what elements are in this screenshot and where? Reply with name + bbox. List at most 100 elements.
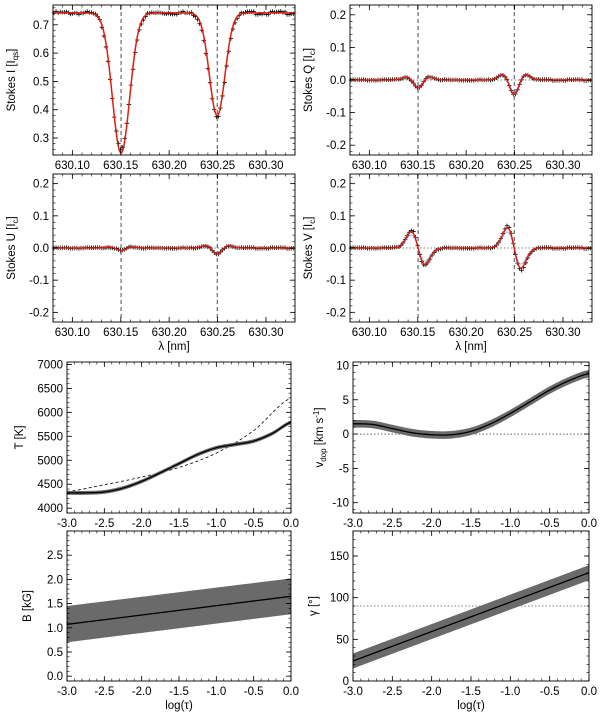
plot-frame [52,4,296,156]
uncertainty-band [67,420,291,495]
x-tick-label: -1.0 [206,518,226,530]
plot-frame [52,173,296,323]
panel-inclination: -3.0 -2.5 -2.0 -1.5 -1.0 -0.5 0.0 0 50 100 150 log(… [308,530,597,712]
x-tick-label: -0.5 [540,686,560,698]
x-axis-label: λ [nm] [158,341,189,353]
x-tick-label: -1.5 [461,518,481,530]
y-tick-label: -0.1 [326,275,346,287]
y-tick-label: 0.5 [33,76,49,88]
fit-line [53,244,295,255]
fit-line [350,73,592,95]
y-tick-label: 0.1 [330,42,346,54]
x-axis-label: log(τ) [165,700,193,712]
x-tick-label: -1.0 [500,518,520,530]
x-tick-label: 630.25 [200,327,235,339]
x-tick-label: -1.5 [461,686,481,698]
y-axis-label: T [K] [14,425,26,449]
y-tick-label: 0.5 [47,647,63,659]
plot-frame [352,361,590,514]
x-tick-label: 630.15 [103,327,138,339]
x-tick-label: 630.20 [152,160,187,172]
x-axis-label: log(τ) [457,700,485,712]
x-tick-label: -2.5 [382,686,402,698]
y-tick-label: 0.0 [330,75,346,87]
fit-line [53,12,295,154]
y-tick-label: 0 [343,429,349,441]
panel-velocity: -3.0 -2.5 -2.0 -1.5 -1.0 -0.5 0.0 -10 -5 0 5 10 vdop… [312,360,597,530]
y-axis-label: Stokes I [Iqs] [6,49,20,112]
x-tick-label: 630.10 [55,160,90,172]
plot-frame [66,361,292,514]
y-tick-label: -10 [332,498,349,510]
panel-stokes_v: 630.10 630.15 630.20 630.25 630.30 -0.2 -0.1 0.… [303,173,593,353]
y-tick-label: 1.5 [47,599,63,611]
y-axis-label: B [kG] [22,590,34,622]
x-tick-label: -2.0 [132,686,152,698]
y-tick-label: -0.2 [326,307,346,319]
x-tick-label: 630.15 [400,327,435,339]
plot-frame [349,4,593,156]
x-tick-label: 630.20 [152,327,187,339]
y-axis-label: Stokes Q [Ic] [303,48,317,112]
y-tick-label: -0.1 [326,108,346,120]
y-tick-label: 0.7 [33,20,49,32]
uncertainty-band [353,369,589,439]
observed-point [70,11,75,16]
y-axis-label: Stokes U [Ic] [6,216,20,279]
x-tick-label: 630.20 [449,160,484,172]
y-tick-label: 50 [336,634,349,646]
observed-point [519,268,524,273]
x-tick-label: 630.20 [449,327,484,339]
model-curve [67,421,291,494]
plot-frame [352,530,590,682]
x-tick-label: 630.30 [248,327,283,339]
y-tick-label: 4500 [37,479,63,491]
y-tick-label: 0.1 [330,211,346,223]
model-curve [353,572,589,662]
y-tick-label: 0.2 [33,179,49,191]
y-tick-label: 0.0 [330,243,346,255]
y-tick-label: 0.3 [33,133,49,145]
x-tick-label: -2.0 [422,518,442,530]
panel-temperature: -3.0 -2.5 -2.0 -1.5 -1.0 -0.5 0.0 4000 4500 5000 5… [14,359,299,530]
panel-field: -3.0 -2.5 -2.0 -1.5 -1.0 -0.5 0.0 0.0 0.5 1.0 1.5 2… [22,530,299,712]
x-tick-label: 630.15 [103,160,138,172]
y-axis-label: vdop [km s-1] [312,407,328,467]
y-tick-label: 0.6 [33,48,49,60]
x-tick-label: -1.0 [500,686,520,698]
panel-stokes_i: 630.10 630.15 630.20 630.25 630.30 0.3 0.4 0.5 0… [6,4,296,172]
x-tick-label: 630.25 [200,160,235,172]
y-tick-label: 4000 [37,503,63,515]
y-tick-label: 6000 [37,407,63,419]
x-tick-label: -3.0 [57,686,77,698]
x-tick-label: 630.25 [497,327,532,339]
y-tick-label: -5 [339,463,349,475]
x-tick-label: 630.25 [497,160,532,172]
x-tick-label: -3.0 [343,518,363,530]
x-tick-label: 630.30 [545,327,580,339]
x-tick-label: 0.0 [581,518,597,530]
y-tick-label: 2.0 [47,574,63,586]
y-tick-label: 100 [330,593,349,605]
y-tick-label: -0.2 [326,140,346,152]
y-tick-label: 0.0 [33,243,49,255]
x-tick-label: -0.5 [244,518,264,530]
reference-curve [67,397,291,492]
x-tick-label: 630.30 [545,160,580,172]
y-tick-label: 5 [343,395,349,407]
x-tick-label: -3.0 [57,518,77,530]
x-tick-label: 630.10 [352,160,387,172]
plot-frame [349,173,593,323]
model-curve [67,595,291,626]
y-tick-label: 1.0 [47,623,63,635]
x-tick-label: 630.30 [248,160,283,172]
x-tick-label: 630.10 [55,327,90,339]
x-tick-label: -1.5 [169,518,189,530]
x-tick-label: -2.5 [94,518,114,530]
model-curve [353,373,589,436]
y-tick-label: 0.2 [330,10,346,22]
x-tick-label: 0.0 [283,686,299,698]
x-tick-label: 630.15 [400,160,435,172]
x-axis-label: λ [nm] [455,341,486,353]
